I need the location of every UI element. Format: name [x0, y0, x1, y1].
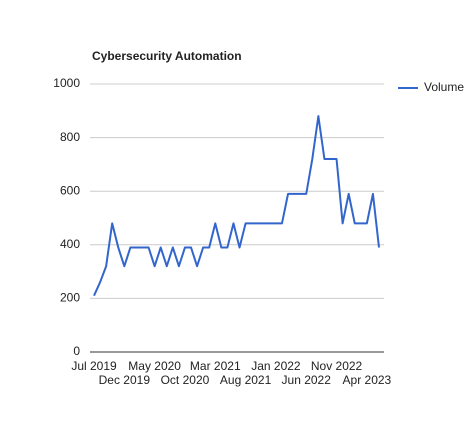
x-tick-label: Apr 2023: [343, 373, 392, 387]
y-tick-label: 800: [60, 130, 80, 144]
x-tick-label: Jun 2022: [282, 373, 332, 387]
y-tick-label: 0: [73, 344, 80, 358]
line: [93, 115, 380, 297]
x-tick-label: May 2020: [128, 359, 181, 373]
legend-label: Volume: [424, 80, 464, 94]
y-tick-label: 1000: [53, 76, 80, 90]
x-tick-label: Aug 2021: [220, 373, 272, 387]
y-tick-label: 400: [60, 237, 80, 251]
x-tick-label: Jan 2022: [251, 359, 301, 373]
x-tick-label: Oct 2020: [161, 373, 210, 387]
x-tick-label: Mar 2021: [190, 359, 241, 373]
x-tick-label: Nov 2022: [311, 359, 363, 373]
y-tick-label: 600: [60, 183, 80, 197]
chart-title: Cybersecurity Automation: [92, 49, 242, 63]
y-tick-label: 200: [60, 291, 80, 305]
x-tick-label: Dec 2019: [99, 373, 151, 387]
x-tick-label: Jul 2019: [71, 359, 117, 373]
